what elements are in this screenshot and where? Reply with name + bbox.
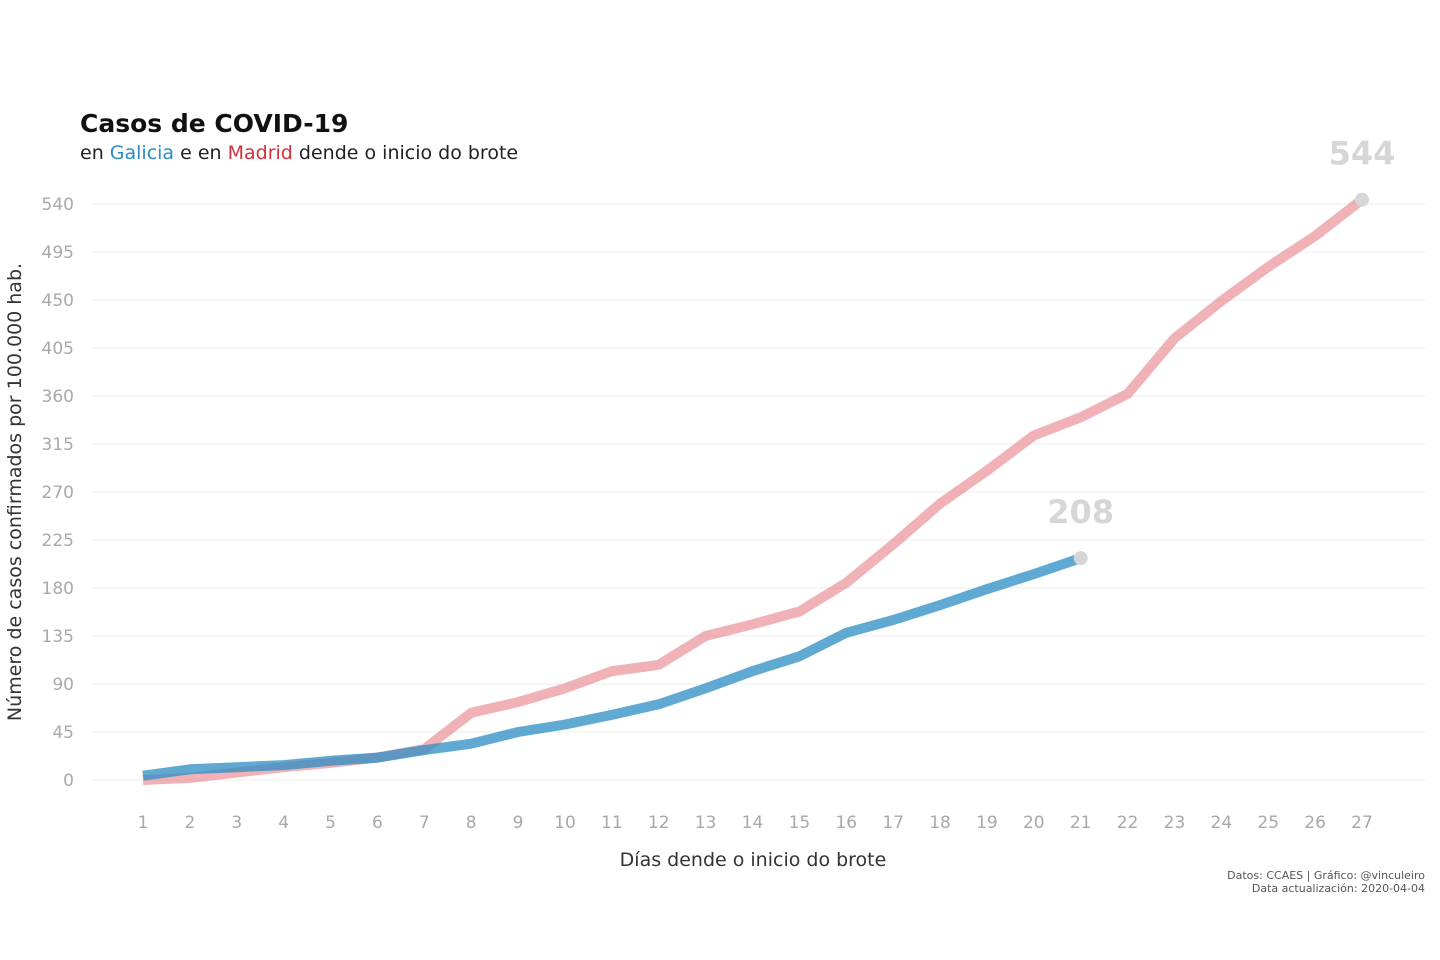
- end-label-madrid: 544: [1329, 135, 1396, 173]
- y-tick-label: 225: [42, 531, 74, 551]
- x-tick-label: 17: [882, 813, 904, 833]
- x-tick-label: 6: [372, 813, 383, 833]
- x-tick-label: 10: [554, 813, 576, 833]
- x-tick-label: 21: [1070, 813, 1092, 833]
- series-lines: [142, 195, 1366, 785]
- x-tick-label: 20: [1023, 813, 1045, 833]
- subtitle-middle: e en: [174, 142, 228, 164]
- y-axis-label: Número de casos confirmados por 100.000 …: [4, 263, 26, 721]
- end-marker-madrid: [1355, 192, 1369, 207]
- gridlines: [92, 203, 1425, 781]
- end-marker-galicia: [1073, 551, 1088, 566]
- x-tick-label: 11: [601, 813, 623, 833]
- x-tick-label: 19: [976, 813, 998, 833]
- x-tick-label: 2: [184, 813, 195, 833]
- x-tick-label: 1: [138, 813, 149, 833]
- subtitle-series-madrid: Madrid: [228, 142, 293, 164]
- x-tick-label: 7: [419, 813, 430, 833]
- x-tick-label: 4: [278, 813, 289, 833]
- x-tick-label: 9: [513, 813, 524, 833]
- subtitle-series-galicia: Galicia: [110, 142, 174, 164]
- series-line-madrid: [142, 195, 1366, 785]
- x-tick-label: 12: [648, 813, 670, 833]
- x-tick-label: 3: [231, 813, 242, 833]
- x-tick-label: 16: [835, 813, 857, 833]
- x-axis-label: Días dende o inicio do brote: [620, 849, 887, 871]
- x-tick-label: 25: [1257, 813, 1279, 833]
- y-tick-label: 0: [63, 771, 74, 791]
- end-label-galicia: 208: [1047, 493, 1114, 531]
- y-tick-label: 360: [42, 387, 74, 407]
- y-tick-label: 495: [42, 243, 74, 263]
- subtitle-suffix: dende o inicio do brote: [293, 142, 518, 164]
- y-tick-label: 450: [42, 291, 74, 311]
- x-tick-label: 22: [1117, 813, 1139, 833]
- x-tick-label: 8: [466, 813, 477, 833]
- x-tick-label: 15: [789, 813, 811, 833]
- x-tick-label: 23: [1164, 813, 1186, 833]
- caption-source: Datos: CCAES | Gráfico: @vinculeiro: [1227, 869, 1425, 882]
- end-markers: 544 208: [1047, 135, 1396, 566]
- x-axis-ticks: 1 2 3 4 5 6 7 8 9 10 11 12 13 14 15 16 17 18 19 20 21 22 23 24 2…: [138, 813, 1373, 833]
- caption-updated: Data actualización: 2020-04-04: [1252, 882, 1425, 895]
- chart-title: Casos de COVID-19: [80, 109, 348, 138]
- x-tick-label: 13: [695, 813, 717, 833]
- x-tick-label: 27: [1351, 813, 1373, 833]
- x-tick-label: 14: [742, 813, 764, 833]
- series-line-galicia: [142, 553, 1083, 781]
- x-tick-label: 5: [325, 813, 336, 833]
- y-tick-label: 315: [42, 435, 74, 455]
- y-tick-label: 45: [52, 723, 74, 743]
- y-tick-label: 270: [42, 483, 74, 503]
- chart-subtitle: en Galicia e en Madrid dende o inicio do…: [80, 142, 518, 164]
- x-tick-label: 24: [1211, 813, 1233, 833]
- y-tick-label: 135: [42, 627, 74, 647]
- y-tick-label: 405: [42, 339, 74, 359]
- y-axis-ticks: 0 45 90 135 180 225 270 315 360 405 450 495 540: [42, 195, 74, 791]
- x-tick-label: 18: [929, 813, 951, 833]
- y-tick-label: 540: [42, 195, 74, 215]
- y-tick-label: 90: [52, 675, 74, 695]
- x-tick-label: 26: [1304, 813, 1326, 833]
- subtitle-prefix: en: [80, 142, 110, 164]
- y-tick-label: 180: [42, 579, 74, 599]
